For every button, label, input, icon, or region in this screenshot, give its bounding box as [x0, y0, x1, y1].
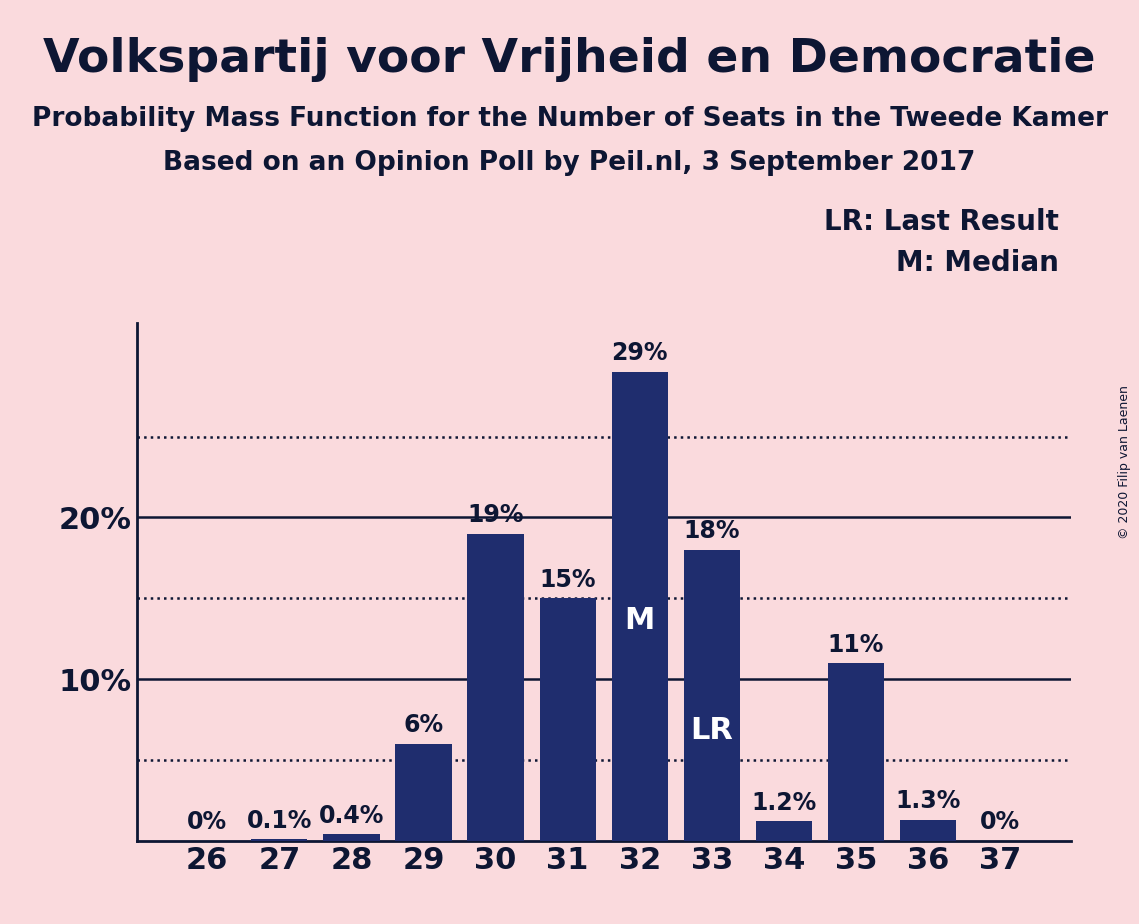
Text: © 2020 Filip van Laenen: © 2020 Filip van Laenen	[1118, 385, 1131, 539]
Text: Volkspartij voor Vrijheid en Democratie: Volkspartij voor Vrijheid en Democratie	[43, 37, 1096, 82]
Text: 11%: 11%	[828, 633, 884, 656]
Bar	[467, 534, 524, 841]
Text: 18%: 18%	[683, 519, 740, 543]
Text: LR: Last Result: LR: Last Result	[825, 208, 1059, 236]
Bar	[323, 834, 379, 841]
Bar	[900, 820, 956, 841]
Text: M: M	[624, 606, 655, 635]
Text: 15%: 15%	[540, 568, 596, 592]
Text: 1.2%: 1.2%	[752, 791, 817, 815]
Bar	[683, 550, 740, 841]
Bar	[395, 744, 451, 841]
Text: LR: LR	[690, 716, 734, 745]
Bar	[756, 821, 812, 841]
Bar	[540, 599, 596, 841]
Text: 0%: 0%	[187, 810, 228, 834]
Text: M: Median: M: Median	[896, 249, 1059, 277]
Text: 0.1%: 0.1%	[247, 808, 312, 833]
Text: 1.3%: 1.3%	[895, 789, 960, 813]
Text: 6%: 6%	[403, 713, 443, 737]
Text: 0.4%: 0.4%	[319, 804, 384, 828]
Text: 19%: 19%	[467, 504, 524, 527]
Bar	[252, 839, 308, 841]
Text: 0%: 0%	[980, 810, 1021, 834]
Bar	[828, 663, 884, 841]
Bar	[612, 371, 667, 841]
Text: 29%: 29%	[612, 342, 667, 365]
Text: Based on an Opinion Poll by Peil.nl, 3 September 2017: Based on an Opinion Poll by Peil.nl, 3 S…	[163, 150, 976, 176]
Text: Probability Mass Function for the Number of Seats in the Tweede Kamer: Probability Mass Function for the Number…	[32, 106, 1107, 132]
